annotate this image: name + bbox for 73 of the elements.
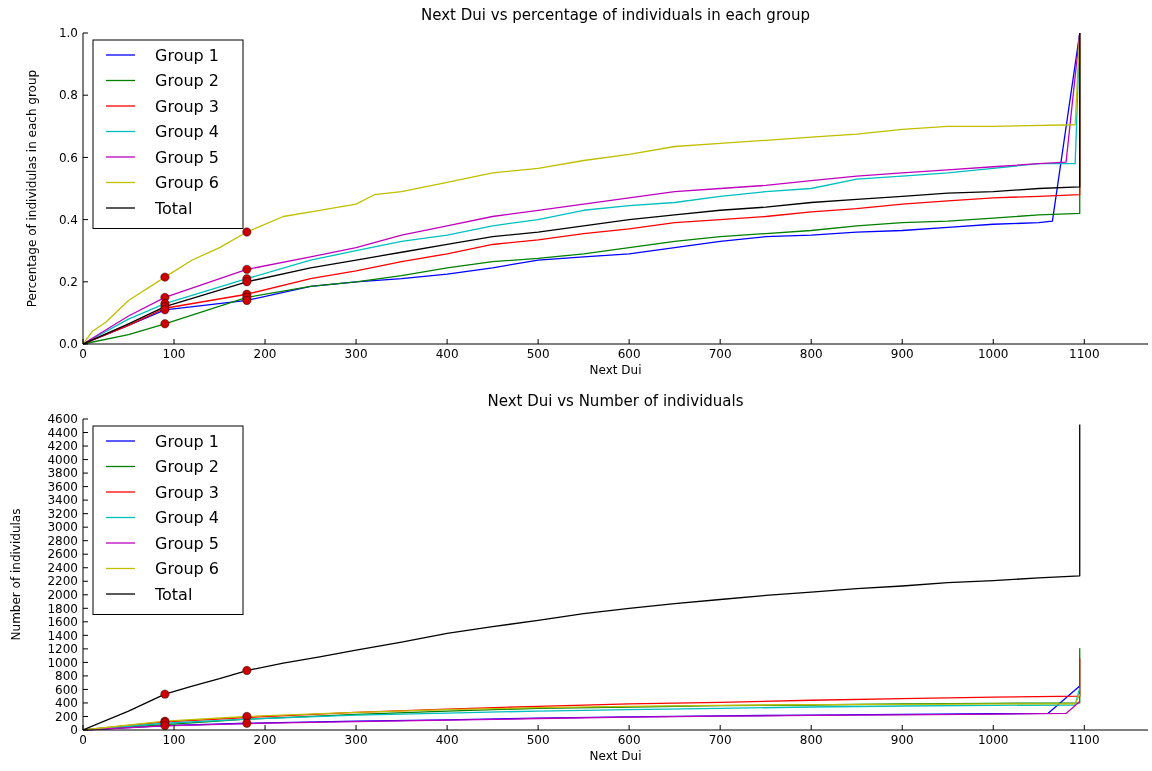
- y-tick-label: 1000: [47, 655, 78, 670]
- y-tick-label: 2400: [47, 560, 78, 575]
- x-tick-label: 600: [617, 347, 641, 361]
- x-tick-label: 300: [344, 733, 368, 747]
- y-tick-label: 2000: [47, 587, 78, 602]
- x-tick-label: 800: [799, 347, 823, 361]
- y-tick-label: 800: [55, 669, 78, 684]
- chart-title: Next Dui vs percentage of individuals in each group: [421, 6, 810, 24]
- legend-label: Group 3: [155, 482, 219, 502]
- chart-title: Next Dui vs Number of individuals: [487, 392, 744, 410]
- legend-label: Group 6: [155, 559, 219, 579]
- y-tick-label: 0.8: [58, 88, 78, 103]
- x-tick-label: 700: [708, 347, 732, 361]
- legend-label: Total: [154, 198, 193, 218]
- legend-label: Group 5: [155, 147, 219, 167]
- y-tick-label: 1.0: [58, 26, 78, 41]
- x-tick-label: 400: [435, 733, 459, 747]
- legend-label: Total: [154, 584, 193, 604]
- x-tick-label: 1100: [1069, 733, 1100, 747]
- legend-label: Group 4: [155, 508, 219, 528]
- x-tick-label: 500: [526, 347, 550, 361]
- y-tick-label: 1600: [47, 615, 78, 630]
- y-tick-label: 600: [55, 682, 78, 697]
- y-tick-label: 2800: [47, 533, 78, 548]
- legend-label: Group 6: [155, 173, 219, 193]
- x-tick-label: 800: [799, 733, 823, 747]
- y-tick-label: 0.4: [58, 212, 78, 227]
- x-tick-label: 1000: [977, 347, 1009, 361]
- x-tick-label: 0: [79, 733, 87, 747]
- x-tick-label: 400: [435, 347, 459, 361]
- x-tick-label: 100: [162, 733, 186, 747]
- y-tick-label: 1800: [47, 601, 78, 616]
- x-axis-title: Next Dui: [589, 363, 642, 377]
- y-tick-label: 2200: [47, 574, 78, 589]
- legend-label: Group 1: [155, 431, 219, 451]
- y-axis-title: Number of individulas: [9, 508, 23, 641]
- y-tick-label: 0.0: [58, 337, 78, 352]
- y-tick-label: 4200: [47, 439, 78, 454]
- x-tick-label: 700: [708, 733, 732, 747]
- y-tick-label: 1200: [47, 642, 78, 657]
- x-tick-label: 1000: [977, 733, 1009, 747]
- y-tick-label: 4000: [47, 452, 78, 467]
- x-tick-label: 0: [79, 347, 87, 361]
- y-tick-label: 1400: [47, 628, 78, 643]
- legend-label: Group 4: [155, 122, 219, 142]
- y-tick-label: 0.2: [58, 275, 78, 289]
- x-tick-label: 1100: [1069, 347, 1100, 361]
- x-tick-label: 500: [526, 733, 550, 747]
- x-tick-label: 900: [890, 347, 914, 361]
- y-tick-label: 3200: [47, 506, 78, 521]
- y-tick-label: 4600: [47, 412, 78, 427]
- y-tick-label: 3400: [47, 493, 78, 508]
- y-tick-label: 400: [55, 696, 78, 711]
- y-tick-label: 200: [55, 709, 78, 724]
- x-axis-title: Next Dui: [589, 749, 642, 763]
- x-tick-label: 200: [253, 347, 277, 361]
- x-tick-label: 900: [890, 733, 914, 747]
- x-tick-label: 600: [617, 733, 641, 747]
- y-tick-label: 3000: [47, 520, 78, 535]
- x-tick-label: 300: [344, 347, 368, 361]
- y-tick-label: 0.6: [58, 150, 78, 165]
- y-tick-label: 4400: [47, 425, 78, 440]
- y-axis-title: Percentage of individulas in each group: [25, 69, 39, 308]
- legend-label: Group 1: [155, 45, 219, 65]
- y-tick-label: 3600: [47, 479, 78, 494]
- legend-label: Group 2: [155, 71, 219, 91]
- y-tick-label: 3800: [47, 466, 78, 481]
- legend-label: Group 3: [155, 96, 219, 116]
- x-tick-label: 200: [253, 733, 277, 747]
- legend-label: Group 2: [155, 457, 219, 477]
- y-tick-label: 2600: [47, 547, 78, 562]
- legend-label: Group 5: [155, 533, 219, 553]
- x-tick-label: 100: [162, 347, 186, 361]
